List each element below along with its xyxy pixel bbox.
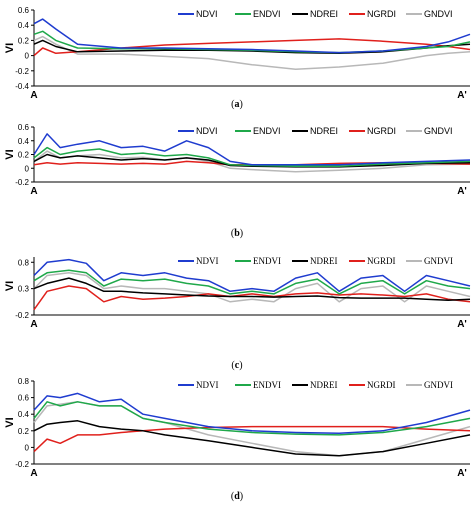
series-line-ngrdi	[33, 38, 471, 57]
y-tick-label: 0	[25, 443, 30, 452]
y-tick-label: -0.2	[15, 67, 29, 76]
series-line-ndvi	[33, 133, 471, 166]
legend-label-endvi: ENDVI	[253, 126, 281, 136]
legend-label-gndvi: GNDVI	[424, 126, 453, 136]
series-line-ndvi	[33, 18, 471, 54]
y-tick-label: 0.2	[18, 36, 30, 45]
y-tick-label: -0.4	[15, 82, 29, 91]
legend-label-ndrei: NDREI	[310, 256, 338, 266]
legend-label-ngrdi: NGRDI	[367, 380, 396, 390]
chart-panel-a: 0.6 0.4 0.2 0 -0.2 -0.4 VI A A' NDVI ENDVI NDREI NGR…	[4, 6, 471, 110]
series-line-ngrdi	[33, 285, 471, 311]
panel-caption-letter: c	[235, 360, 240, 371]
y-axis-label: VI	[4, 43, 16, 53]
series-line-ndrei	[33, 420, 471, 457]
x-start-label: A	[30, 186, 37, 197]
panel-caption: (a)	[231, 99, 243, 110]
y-tick-label: -0.2	[15, 178, 29, 187]
series-line-endvi	[33, 146, 471, 167]
y-tick-label: 0.6	[18, 123, 30, 132]
legend-label-gndvi: GNDVI	[424, 9, 453, 19]
legend-label-ndrei: NDREI	[310, 380, 338, 390]
panel-caption: (d)	[231, 491, 243, 502]
y-tick-label: 0.6	[18, 6, 30, 15]
panel-caption-letter: a	[235, 99, 240, 110]
legend-label-ndvi: NDVI	[196, 126, 218, 136]
y-tick-label: 0.6	[18, 394, 30, 403]
series-line-ndrei	[33, 277, 471, 301]
chart-panel-d: 0.8 0.6 0.4 0.2 0 -0.2 VI A A' NDVI ENDVI NDREI NGRD…	[4, 377, 471, 502]
y-tick-label: 0.4	[18, 410, 30, 419]
y-tick-label: -0.2	[15, 311, 29, 320]
legend-label-ndrei: NDREI	[310, 9, 338, 19]
x-end-label: A'	[457, 319, 467, 330]
y-tick-label: 0.2	[18, 151, 30, 160]
y-tick-label: 0.4	[18, 137, 30, 146]
series-line-ndvi	[33, 258, 471, 293]
legend-label-gndvi: GNDVI	[424, 380, 453, 390]
chart-panel-c: 0.8 0.3 -0.2 VI A A' NDVI ENDVI NDREI NGRDI GNDVI (…	[4, 256, 471, 371]
legend-label-ngrdi: NGRDI	[367, 9, 396, 19]
legend-label-ndvi: NDVI	[196, 9, 218, 19]
legend-label-endvi: ENDVI	[253, 380, 281, 390]
y-tick-label: -0.2	[15, 460, 29, 469]
legend-label-endvi: ENDVI	[253, 9, 281, 19]
panel-caption: (c)	[231, 360, 242, 371]
x-end-label: A'	[457, 90, 467, 101]
y-tick-label: 0.2	[18, 427, 30, 436]
series-line-endvi	[33, 401, 471, 436]
legend-label-ndrei: NDREI	[310, 126, 338, 136]
x-start-label: A	[30, 90, 37, 101]
chart-panel-b: 0.6 0.4 0.2 0 -0.2 VI A A' NDVI ENDVI NDREI NGRDI GN…	[4, 123, 471, 239]
panel-caption-letter: b	[234, 228, 240, 239]
series-line-ngrdi	[33, 160, 471, 166]
x-start-label: A	[30, 319, 37, 330]
y-tick-label: 0	[25, 52, 30, 61]
legend-label-ndvi: NDVI	[196, 380, 219, 390]
y-tick-label: 0.4	[18, 21, 30, 30]
legend-label-ngrdi: NGRDI	[367, 256, 396, 266]
legend-label-endvi: ENDVI	[253, 256, 281, 266]
y-axis-label: VI	[4, 281, 16, 291]
series-line-endvi	[33, 269, 471, 295]
y-tick-label: 0	[25, 164, 30, 173]
series-line-ndvi	[33, 392, 471, 435]
y-tick-label: 0.8	[18, 377, 30, 386]
series-line-gndvi	[33, 35, 471, 71]
y-tick-label: 0.3	[18, 285, 30, 294]
series-line-gndvi	[33, 272, 471, 303]
legend-label-ngrdi: NGRDI	[367, 126, 396, 136]
y-tick-label: 0.8	[18, 258, 30, 267]
series-line-ngrdi	[33, 425, 471, 453]
legend-label-ndvi: NDVI	[196, 256, 219, 266]
panel-caption: (b)	[231, 228, 243, 239]
y-axis-label: VI	[4, 417, 16, 427]
x-end-label: A'	[457, 468, 467, 479]
x-start-label: A	[30, 468, 37, 479]
legend-label-gndvi: GNDVI	[424, 256, 453, 266]
series-line-ndrei	[33, 153, 471, 168]
x-end-label: A'	[457, 186, 467, 197]
panel-caption-letter: d	[234, 491, 240, 502]
y-axis-label: VI	[4, 149, 16, 159]
